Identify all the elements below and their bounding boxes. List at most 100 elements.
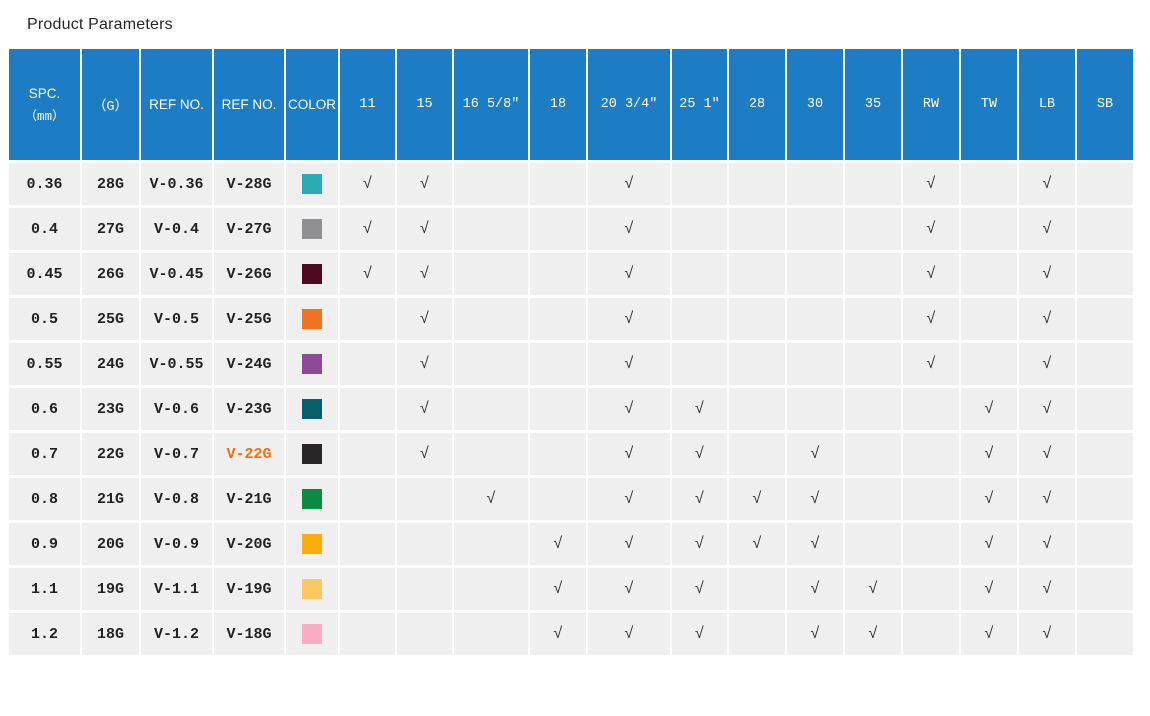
check-cell-s15 (397, 613, 452, 655)
check-cell-s20: √ (588, 613, 670, 655)
cell-ref-mm: V-0.5 (141, 298, 212, 340)
check-cell-lb: √ (1019, 433, 1075, 475)
cell-spc: 0.7 (9, 433, 80, 475)
check-cell-s35 (845, 343, 901, 385)
color-swatch (302, 444, 322, 464)
check-cell-rw: √ (903, 208, 959, 250)
color-swatch (302, 264, 322, 284)
check-cell-s18 (530, 433, 586, 475)
check-cell-rw: √ (903, 343, 959, 385)
cell-color (286, 433, 338, 475)
check-cell-sb (1077, 253, 1133, 295)
check-cell-s11 (340, 388, 395, 430)
cell-ref-g: V-27G (214, 208, 284, 250)
check-cell-s16 (454, 343, 528, 385)
check-cell-tw (961, 253, 1017, 295)
table-row: 0.36 28G V-0.36 V-28G √ √ √ √ √ (9, 163, 1133, 205)
cell-ref-mm: V-0.45 (141, 253, 212, 295)
check-cell-s11 (340, 433, 395, 475)
check-cell-s16 (454, 433, 528, 475)
cell-spc: 0.55 (9, 343, 80, 385)
cell-spc: 0.45 (9, 253, 80, 295)
check-cell-sb (1077, 433, 1133, 475)
cell-spc: 1.2 (9, 613, 80, 655)
column-header-sb: SB (1077, 49, 1133, 160)
cell-gauge: 27G (82, 208, 139, 250)
check-cell-s20: √ (588, 523, 670, 565)
cell-spc: 0.9 (9, 523, 80, 565)
check-cell-s28 (729, 253, 785, 295)
check-cell-s25: √ (672, 613, 727, 655)
check-cell-s25 (672, 298, 727, 340)
table-row: 0.4 27G V-0.4 V-27G √ √ √ √ √ (9, 208, 1133, 250)
cell-ref-mm: V-0.4 (141, 208, 212, 250)
table-row: 1.1 19G V-1.1 V-19G √ √ √ √ √ √ √ (9, 568, 1133, 610)
check-cell-s25: √ (672, 523, 727, 565)
check-cell-s35: √ (845, 568, 901, 610)
column-header-tw: TW (961, 49, 1017, 160)
table-row: 0.5 25G V-0.5 V-25G √ √ √ √ (9, 298, 1133, 340)
check-cell-s28: √ (729, 523, 785, 565)
column-header-s16: 16 5/8″ (454, 49, 528, 160)
check-cell-rw (903, 568, 959, 610)
check-cell-s35 (845, 163, 901, 205)
cell-color (286, 478, 338, 520)
check-cell-s18: √ (530, 523, 586, 565)
check-cell-s28 (729, 343, 785, 385)
cell-gauge: 18G (82, 613, 139, 655)
check-cell-s18 (530, 298, 586, 340)
column-header-s11: 11 (340, 49, 395, 160)
table-row: 0.8 21G V-0.8 V-21G √ √ √ √ √ √ √ (9, 478, 1133, 520)
check-cell-s11 (340, 478, 395, 520)
cell-ref-g: V-28G (214, 163, 284, 205)
check-cell-s18 (530, 388, 586, 430)
check-cell-lb: √ (1019, 163, 1075, 205)
check-cell-s18 (530, 478, 586, 520)
table-row: 0.55 24G V-0.55 V-24G √ √ √ √ (9, 343, 1133, 385)
check-cell-sb (1077, 613, 1133, 655)
cell-ref-mm: V-0.7 (141, 433, 212, 475)
check-cell-s20: √ (588, 208, 670, 250)
check-cell-tw (961, 208, 1017, 250)
check-cell-lb: √ (1019, 343, 1075, 385)
check-cell-tw: √ (961, 433, 1017, 475)
page-title: Product Parameters (27, 16, 173, 33)
check-cell-s25: √ (672, 478, 727, 520)
check-cell-rw (903, 613, 959, 655)
column-header-s20: 20 3/4″ (588, 49, 670, 160)
header-row: SPC. （mm） （G） REF NO. REF NO. COLOR 11 15 16 5/8… (9, 49, 1133, 160)
cell-gauge: 20G (82, 523, 139, 565)
cell-spc: 0.6 (9, 388, 80, 430)
check-cell-sb (1077, 523, 1133, 565)
check-cell-tw: √ (961, 568, 1017, 610)
check-cell-s35 (845, 478, 901, 520)
check-cell-s35 (845, 298, 901, 340)
check-cell-tw: √ (961, 523, 1017, 565)
cell-ref-g: V-19G (214, 568, 284, 610)
check-cell-lb: √ (1019, 208, 1075, 250)
check-cell-s16 (454, 253, 528, 295)
check-cell-s15: √ (397, 253, 452, 295)
cell-ref-mm: V-1.2 (141, 613, 212, 655)
color-swatch (302, 624, 322, 644)
color-swatch (302, 219, 322, 239)
check-cell-s20: √ (588, 478, 670, 520)
cell-gauge: 28G (82, 163, 139, 205)
column-header-s15: 15 (397, 49, 452, 160)
check-cell-s28 (729, 388, 785, 430)
check-cell-s15: √ (397, 208, 452, 250)
check-cell-s35: √ (845, 613, 901, 655)
check-cell-s15: √ (397, 388, 452, 430)
table-row: 0.45 26G V-0.45 V-26G √ √ √ √ √ (9, 253, 1133, 295)
check-cell-s20: √ (588, 298, 670, 340)
check-cell-rw (903, 433, 959, 475)
cell-ref-mm: V-0.36 (141, 163, 212, 205)
check-cell-s18: √ (530, 613, 586, 655)
check-cell-s28 (729, 433, 785, 475)
cell-ref-mm: V-1.1 (141, 568, 212, 610)
table-row: 0.6 23G V-0.6 V-23G √ √ √ √ √ (9, 388, 1133, 430)
check-cell-s11 (340, 343, 395, 385)
check-cell-s11: √ (340, 163, 395, 205)
color-swatch (302, 309, 322, 329)
check-cell-s15: √ (397, 343, 452, 385)
